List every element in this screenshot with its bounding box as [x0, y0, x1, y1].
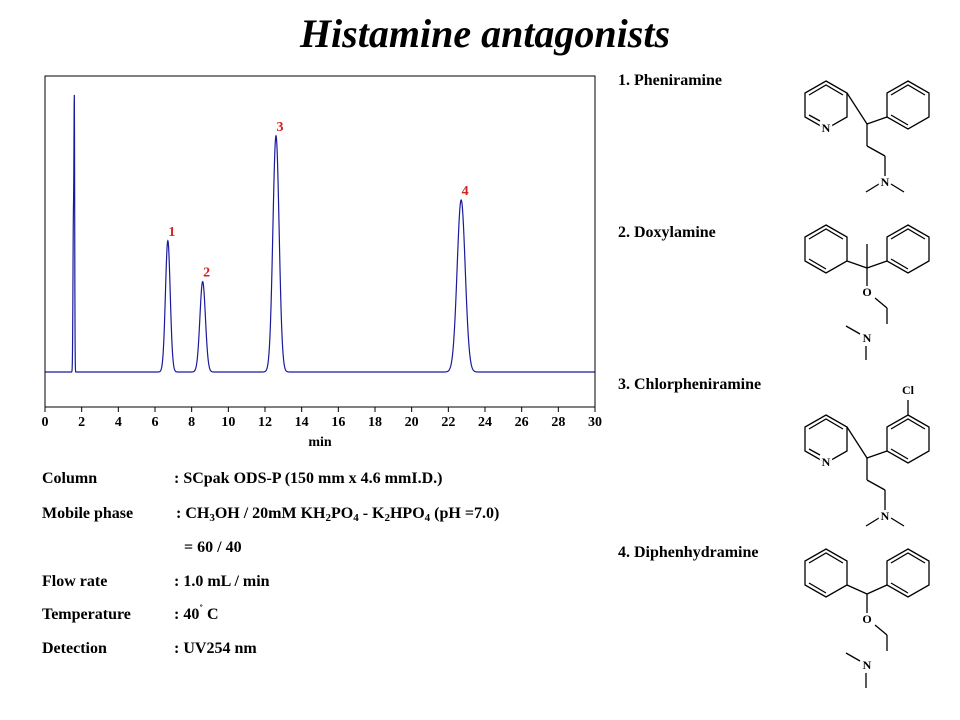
- x-tick-label: 4: [115, 415, 122, 430]
- column-label: Column: [42, 470, 98, 487]
- flow-rate-value: : 1.0 mL / min: [174, 573, 270, 590]
- x-tick-label: 30: [588, 415, 602, 430]
- chlorine-atom: Cl: [902, 383, 915, 397]
- flow-rate-label: Flow rate: [42, 573, 108, 590]
- plot-frame: [44, 75, 596, 408]
- compound-2-name: 2. Doxylamine: [618, 224, 716, 241]
- diphenhydramine-structure: O N: [804, 548, 930, 688]
- chromatogram-trace: [45, 94, 595, 373]
- mobile-part: PO: [330, 505, 354, 522]
- doxylamine-structure: O N: [804, 224, 930, 360]
- peak-label-3: 3: [277, 120, 284, 135]
- x-tick-label: 10: [221, 415, 235, 430]
- detection-value: : UV254 nm: [174, 640, 257, 657]
- nitrogen-atom: N: [881, 509, 890, 523]
- x-axis-label: min: [308, 435, 332, 450]
- x-tick-label: 22: [441, 415, 455, 430]
- mobile-part: : CH: [176, 505, 210, 522]
- peak-label-4: 4: [462, 184, 469, 199]
- x-tick-label: 28: [551, 415, 565, 430]
- mobile-part: HPO: [389, 505, 425, 522]
- x-tick-label: 24: [478, 415, 492, 430]
- mobile-part: OH / 20mM KH: [214, 505, 326, 522]
- x-tick-label: 26: [515, 415, 529, 430]
- chlorpheniramine-structure: Cl N N: [804, 383, 930, 527]
- x-axis: 0 2 4 6 8 10 12 14 16 18 20 22 24 26 28 30: [42, 407, 602, 430]
- mobile-sub: 2: [325, 512, 331, 524]
- temperature-label: Temperature: [42, 606, 131, 623]
- mobile-sub: 2: [384, 512, 390, 524]
- detection-label: Detection: [42, 640, 107, 657]
- oxygen-atom: O: [862, 285, 871, 299]
- oxygen-atom: O: [862, 612, 871, 626]
- nitrogen-atom: N: [863, 331, 872, 345]
- nitrogen-atom: N: [863, 658, 872, 672]
- x-tick-label: 16: [331, 415, 345, 430]
- compound-4-name: 4. Diphenhydramine: [618, 544, 759, 561]
- x-tick-label: 18: [368, 415, 382, 430]
- peak-labels: 1 2 3 4: [168, 120, 468, 281]
- degree-symbol: ˚: [199, 603, 203, 615]
- peak-label-1: 1: [168, 225, 175, 240]
- mobile-phase-label: Mobile phase: [42, 505, 134, 522]
- mobile-part: (pH =7.0): [430, 505, 500, 522]
- x-tick-label: 20: [405, 415, 419, 430]
- mobile-phase-ratio: = 60 / 40: [184, 539, 242, 556]
- compound-1-name: 1. Pheniramine: [618, 72, 722, 89]
- temp-number: : 40: [174, 606, 200, 623]
- x-tick-label: 12: [258, 415, 272, 430]
- x-tick-label: 6: [152, 415, 159, 430]
- x-tick-label: 8: [188, 415, 195, 430]
- mobile-sub: 3: [209, 512, 215, 524]
- mobile-sub: 4: [353, 512, 359, 524]
- nitrogen-atom: N: [881, 175, 890, 189]
- nitrogen-atom: N: [822, 121, 831, 135]
- temperature-value: : 40˚ C: [174, 603, 219, 624]
- column-value: : SCpak ODS-P (150 mm x 4.6 mmI.D.): [174, 470, 443, 487]
- compound-3-name: 3. Chlorpheniramine: [618, 376, 762, 393]
- peak-label-2: 2: [203, 266, 210, 281]
- x-tick-label: 2: [78, 415, 85, 430]
- x-tick-label: 0: [42, 415, 49, 430]
- x-tick-label: 14: [295, 415, 309, 430]
- mobile-sub: 4: [424, 512, 431, 524]
- mobile-phase-value: : CH3OH / 20mM KH2PO4 - K2HPO4 (pH =7.0): [176, 505, 500, 524]
- nitrogen-atom: N: [822, 455, 831, 469]
- mobile-part: - K: [358, 505, 385, 522]
- page-title: Histamine antagonists: [299, 11, 671, 56]
- pheniramine-structure: N N: [804, 80, 930, 193]
- temp-unit: C: [203, 606, 219, 623]
